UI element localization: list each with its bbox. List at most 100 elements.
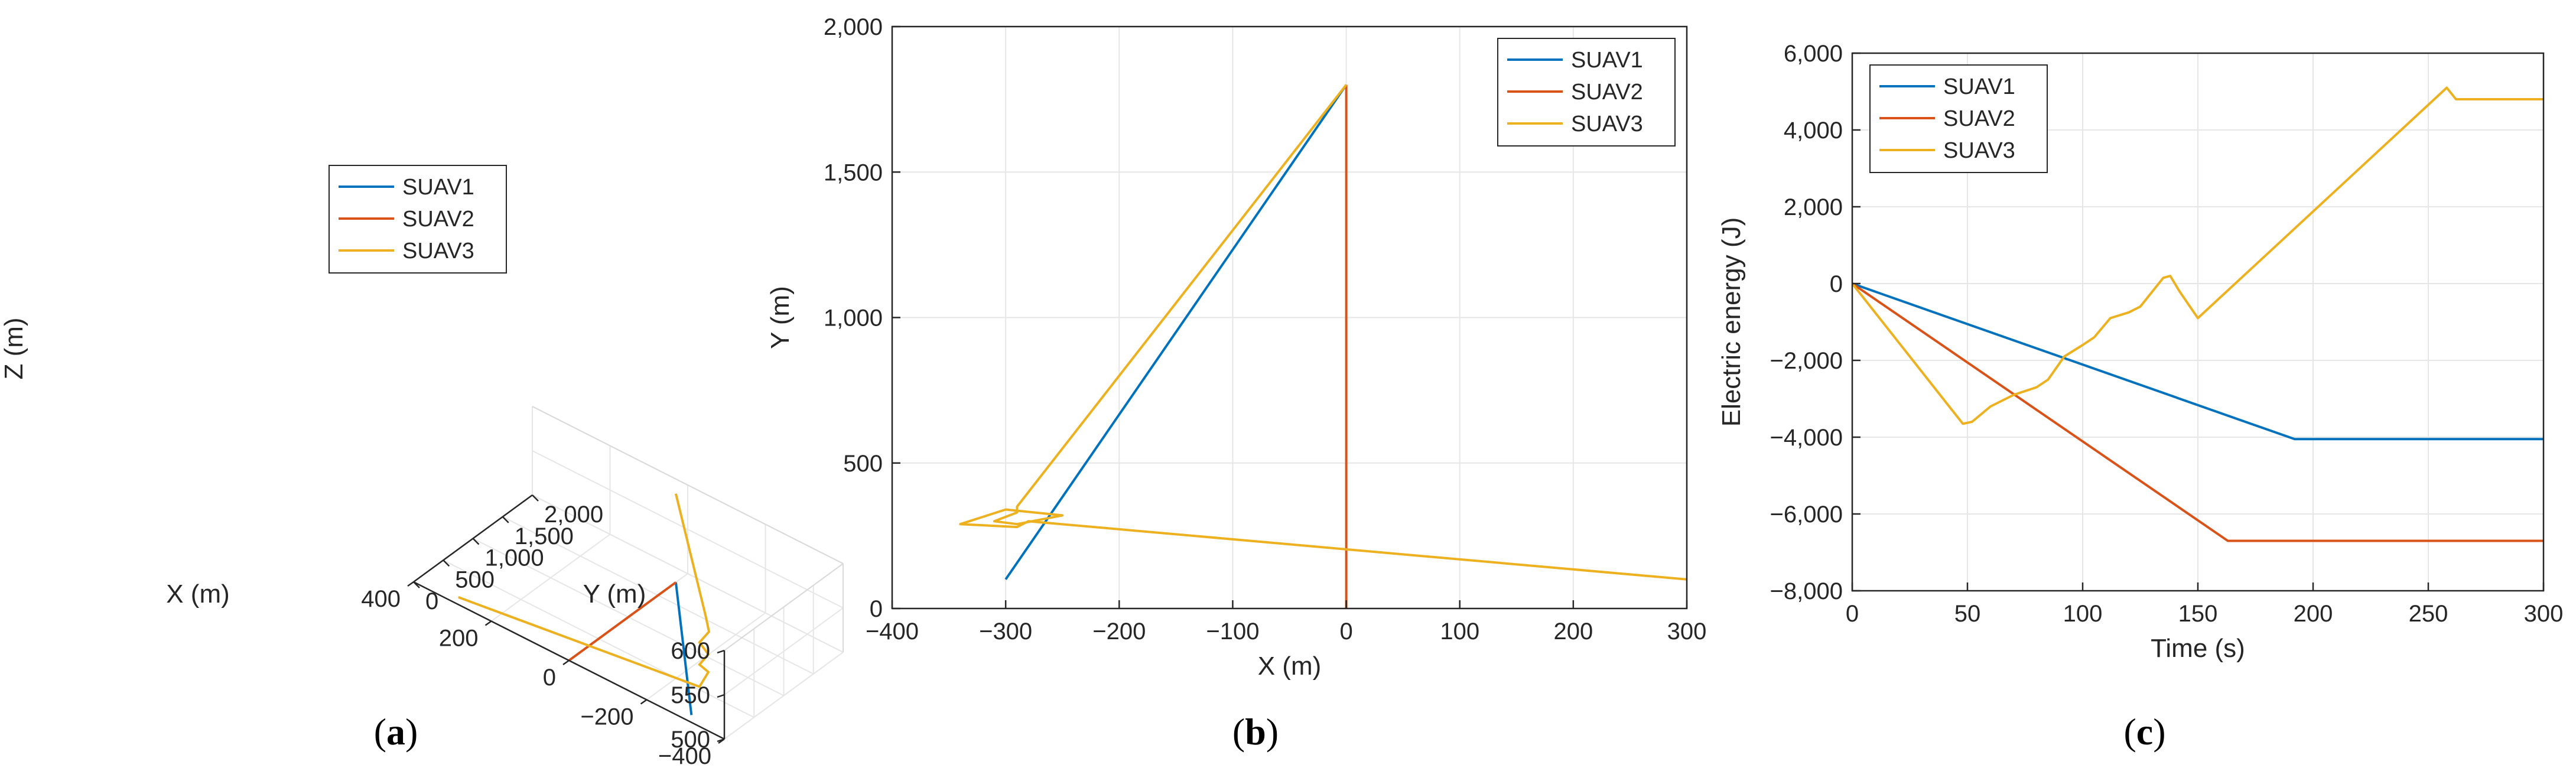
x-tick-label: 250 [2409, 601, 2448, 627]
y-tick-label: −2,000 [1770, 348, 1843, 374]
y-tick-label: 6,000 [1784, 41, 1843, 67]
y-tick-label: −6,000 [1770, 502, 1843, 528]
y-tick-label: 4,000 [1784, 118, 1843, 144]
legend-label-suav2: SUAV2 [1943, 106, 2015, 131]
legend-label-suav2: SUAV2 [402, 207, 474, 232]
x-tick-label: −200 [1092, 619, 1146, 645]
caption-open-paren: ( [1232, 711, 1245, 753]
x-tick-label: 300 [2524, 601, 2564, 627]
legend: SUAV1 SUAV2 SUAV3 [1869, 64, 2048, 173]
caption-letter: c [2136, 711, 2153, 753]
x-tick-label: −100 [1206, 619, 1259, 645]
x-tick-mark [640, 699, 648, 705]
legend-label-suav1: SUAV1 [1943, 74, 2015, 99]
panel-caption: (a) [374, 711, 418, 753]
series-line-suav3 [458, 493, 710, 688]
wall-z-gridline [724, 652, 844, 740]
x-tick-label: 0 [1846, 601, 1859, 627]
y-tick-mark [443, 559, 450, 567]
y-tick-label: 1,500 [515, 523, 574, 549]
box-edge [532, 406, 844, 564]
x-tick-mark [407, 581, 414, 587]
x-axis-label: Time (s) [2151, 634, 2245, 663]
x-tick-label: 0 [1339, 619, 1352, 645]
z-tick-label: 500 [671, 727, 710, 753]
y-tick-mark [532, 494, 539, 502]
z-tick-label: 600 [671, 638, 710, 664]
box-edge [724, 563, 844, 651]
legend: SUAV1 SUAV2 SUAV3 [1497, 38, 1676, 147]
x-tick-mark [562, 659, 570, 666]
x-tick-label: −400 [658, 743, 711, 768]
x-tick-label: −400 [866, 619, 919, 645]
legend-label-suav2: SUAV2 [1571, 80, 1643, 105]
series-line-suav1 [674, 582, 693, 715]
y-tick-mark [502, 516, 509, 523]
legend-label-suav3: SUAV3 [1943, 138, 2015, 163]
z-tick-label: 550 [671, 682, 710, 708]
z-tick-mark [717, 738, 725, 743]
legend-label-suav1: SUAV1 [1571, 48, 1643, 73]
y-tick-label: 2,000 [544, 502, 603, 528]
y-tick-mark [472, 538, 480, 545]
x-tick-label: 100 [1440, 619, 1479, 645]
y-tick-label: 0 [870, 596, 883, 622]
panel-c-electric-energy-chart: 0 50 100 150 200 250 300 −8,000 −6,000 −4,000 −2,0… [1717, 41, 2563, 753]
caption-letter: a [386, 711, 405, 753]
y-tick-label: −4,000 [1770, 425, 1843, 451]
x-axis-label: X (m) [1258, 652, 1322, 681]
caption-open-paren: ( [2123, 711, 2136, 753]
y-axis-label: Electric energy (J) [1717, 217, 1746, 427]
legend: SUAV1 SUAV2 SUAV3 [328, 165, 507, 274]
x-tick-label: 200 [2294, 601, 2333, 627]
panel-caption: (b) [1232, 711, 1279, 753]
x-axis-label: X (m) [166, 580, 230, 608]
caption-close-paren: ) [405, 711, 418, 753]
caption-open-paren: ( [374, 711, 386, 753]
x-tick-label: 150 [2178, 601, 2218, 627]
legend-label-suav3: SUAV3 [1571, 112, 1643, 136]
series-line-suav3 [1852, 86, 2544, 425]
wall-z-gridline [724, 607, 844, 695]
panel-b-xy-trajectory-chart: −400 −300 −200 −100 0 100 200 300 0 500 1,000 1,500… [766, 14, 1706, 753]
z-tick-mark [717, 694, 725, 698]
series-line-suav1 [1852, 282, 2544, 441]
y-tick-label: 0 [1830, 271, 1843, 297]
y-tick-label: 2,000 [1784, 194, 1843, 220]
x-tick-label: −300 [979, 619, 1032, 645]
x-tick-label: 200 [439, 626, 479, 652]
x-tick-label: 400 [361, 586, 401, 612]
x-tick-label: 50 [1954, 601, 1981, 627]
legend-label-suav3: SUAV3 [402, 239, 474, 263]
y-tick-label: 1,000 [485, 545, 544, 571]
z-tick-mark [717, 649, 725, 654]
y-tick-label: −8,000 [1770, 578, 1843, 604]
x-tick-label: 300 [1667, 619, 1707, 645]
x-tick-mark [484, 620, 492, 626]
caption-letter: b [1245, 711, 1266, 753]
y-tick-label: 1,000 [824, 305, 883, 331]
x-tick-label: −200 [580, 704, 633, 730]
x-tick-label: 200 [1553, 619, 1593, 645]
y-tick-label: 1,500 [824, 160, 883, 186]
y-axis-label: Y (m) [766, 286, 795, 349]
y-axis-label: Y (m) [583, 580, 646, 608]
x-tick-label: 0 [543, 665, 556, 691]
series-line-suav2 [1852, 282, 2544, 542]
caption-close-paren: ) [2153, 711, 2165, 753]
y-tick-label: 2,000 [824, 14, 883, 40]
z-axis-label: Z (m) [0, 317, 28, 379]
series-group [959, 84, 1687, 608]
series-line-suav2 [568, 581, 677, 662]
y-tick-mark [413, 581, 420, 588]
legend-label-suav1: SUAV1 [402, 175, 474, 200]
series-group [1852, 86, 2544, 542]
panel-caption: (c) [2123, 711, 2165, 753]
series-line-suav1 [1004, 84, 1348, 580]
series-line-suav3 [959, 84, 1687, 581]
caption-close-paren: ) [1266, 711, 1279, 753]
x-tick-label: 100 [2063, 601, 2103, 627]
y-tick-label: 0 [425, 588, 438, 614]
